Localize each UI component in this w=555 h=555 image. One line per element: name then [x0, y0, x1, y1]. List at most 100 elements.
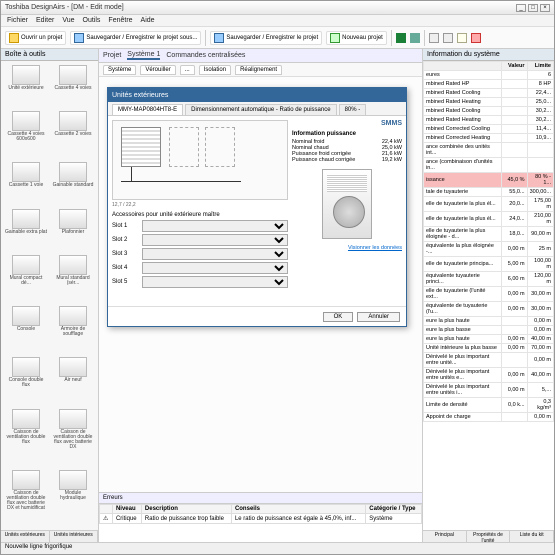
toolbar: Ouvrir un projet Sauvegarder / Enregistr…: [1, 27, 554, 49]
tab-commands[interactable]: Commandes centralisées: [166, 52, 245, 59]
prop-row: eure la plus haute0,00 m40,00 m: [424, 335, 554, 344]
min-button[interactable]: _: [516, 4, 526, 12]
design-canvas[interactable]: Unités extérieures MMY-MAP0804HT8-E Dime…: [99, 77, 422, 492]
prop-row: Dénivelé le plus important entre unité..…: [424, 353, 554, 368]
unit-icon: [12, 162, 40, 182]
save-icon: [214, 33, 224, 43]
dlg-tab-model[interactable]: MMY-MAP0804HT8-E: [112, 104, 183, 115]
slot-select[interactable]: [142, 262, 288, 274]
toolbox-item[interactable]: Module hydraulique: [50, 468, 96, 528]
open-button[interactable]: Ouvrir un projet: [5, 31, 66, 45]
menubar: Fichier Editer Vue Outils Fenêtre Aide: [1, 15, 554, 27]
toolbox-item[interactable]: Cassette 4 voies 600x600: [3, 109, 49, 159]
toolbox-item[interactable]: Mural standard (sér...: [50, 253, 96, 303]
prop-row: issance45,0 %80 % - 1...: [424, 173, 554, 188]
save-as-button[interactable]: Sauvegarder / Enregistrer le projet sous…: [70, 31, 201, 45]
systab-isolation[interactable]: Isolation: [199, 65, 231, 75]
menu-vue[interactable]: Vue: [62, 17, 74, 24]
tab-project[interactable]: Projet: [103, 52, 121, 59]
unit-icon: [12, 357, 40, 377]
prop-row: mbined Corrected Heating10,9...: [424, 134, 554, 143]
slot-select[interactable]: [142, 220, 288, 232]
unit-icon: [59, 255, 87, 275]
prop-row: équivalente la plus éloignée -...0,00 m2…: [424, 242, 554, 257]
toolbox-item[interactable]: Console double flux: [3, 355, 49, 405]
smms-logo: SMMS: [292, 120, 402, 127]
toolbox-item[interactable]: Caisson de ventilation double flux avec …: [50, 407, 96, 467]
view-data-link[interactable]: Visionner les données: [292, 245, 402, 251]
toolbox-item[interactable]: Console: [3, 304, 49, 354]
paste-icon[interactable]: [457, 33, 467, 43]
toolbox-item[interactable]: Caisson de ventilation double flux avec …: [3, 468, 49, 528]
slot-label: Slot 4: [112, 265, 138, 271]
slot-select[interactable]: [142, 234, 288, 246]
tab-system1[interactable]: Système 1: [127, 51, 160, 60]
info-row: Puissance chaud corrigée19,2 kW: [292, 157, 402, 163]
props-tab-kit[interactable]: Liste du kit: [510, 531, 554, 542]
toolbox-item[interactable]: Cassette 2 voies: [50, 109, 96, 159]
systab-realign[interactable]: Réalignement: [235, 65, 282, 75]
prop-row: ance (combinaison d'unités in...: [424, 158, 554, 173]
toolbox-tab-outdoor[interactable]: Unités extérieures: [1, 531, 50, 542]
menu-editer[interactable]: Editer: [36, 17, 54, 24]
open-icon: [9, 33, 19, 43]
prop-row: eures6: [424, 71, 554, 80]
toolbox-item[interactable]: Unité extérieure: [3, 63, 49, 108]
prop-row: elle de tuyauterie la plus él...24,0...2…: [424, 212, 554, 227]
menu-outils[interactable]: Outils: [83, 17, 101, 24]
prop-row: mbined Rated HP8 HP: [424, 80, 554, 89]
toolbox-item[interactable]: Cassette 4 voies: [50, 63, 96, 108]
unit-icon: [12, 470, 40, 490]
excel-icon[interactable]: [396, 33, 406, 43]
unit-icon: [12, 209, 40, 229]
prop-row: équivalente de tuyauterie (l'u...0,00 m3…: [424, 302, 554, 317]
unit-icon: [59, 111, 87, 131]
delete-icon[interactable]: [471, 33, 481, 43]
max-button[interactable]: □: [528, 4, 538, 12]
toolbox-header: Boîte à outils: [1, 49, 98, 61]
export-icon[interactable]: [410, 33, 420, 43]
toolbox-item[interactable]: Gainable extra plat: [3, 207, 49, 252]
props-tab-unit[interactable]: Propriétés de l'unité: [467, 531, 511, 542]
dlg-tab-autodim[interactable]: Dimensionnement automatique - Ratio de p…: [185, 104, 336, 115]
unit-icon: [59, 65, 87, 85]
prop-row: mbined Rated Cooling30,2...: [424, 107, 554, 116]
toolbox-item[interactable]: Mural compact dé...: [3, 253, 49, 303]
systab-more[interactable]: ...: [180, 65, 195, 75]
props-tab-main[interactable]: Principal: [423, 531, 467, 542]
cut-icon[interactable]: [429, 33, 439, 43]
slots-label: Accessoires pour unité extérieure maître: [112, 212, 288, 218]
toolbox-item[interactable]: Air neuf: [50, 355, 96, 405]
properties-header: Information du système: [423, 49, 554, 61]
slot-select[interactable]: [142, 248, 288, 260]
slot-select[interactable]: [142, 276, 288, 288]
menu-fichier[interactable]: Fichier: [7, 17, 28, 24]
unit-icon: [59, 209, 87, 229]
menu-aide[interactable]: Aide: [141, 17, 155, 24]
piping-diagram: [112, 120, 288, 200]
save-project-button[interactable]: Sauvegarder / Enregistrer le projet: [210, 31, 322, 45]
systab-lock[interactable]: Vérouiller: [140, 65, 175, 75]
menu-fenetre[interactable]: Fenêtre: [108, 17, 132, 24]
toolbox-item[interactable]: Gainable standard: [50, 160, 96, 205]
toolbox-item[interactable]: Caisson de ventilation double flux: [3, 407, 49, 467]
toolbox-item[interactable]: Armoire de soufflage: [50, 304, 96, 354]
toolbox-tab-indoor[interactable]: Unités intérieures: [50, 531, 99, 542]
new-project-button[interactable]: Nouveau projet: [326, 31, 387, 45]
close-button[interactable]: ×: [540, 4, 550, 12]
unit-icon: [12, 65, 40, 85]
toolbox-item[interactable]: Plafonnier: [50, 207, 96, 252]
properties-panel: Information du système ValeurLimiteeures…: [422, 49, 554, 542]
systab-system[interactable]: Système: [103, 65, 136, 75]
outdoor-unit-image: [322, 169, 372, 239]
dlg-tab-ratio[interactable]: 80% -: [339, 104, 367, 115]
diagram-coords: 12,7 / 22,2: [112, 202, 288, 208]
copy-icon[interactable]: [443, 33, 453, 43]
error-row[interactable]: ⚠CritiqueRatio de puissance trop faibleL…: [100, 514, 422, 524]
toolbox-item[interactable]: Cassette 1 voie: [3, 160, 49, 205]
cancel-button[interactable]: Annuler: [357, 312, 400, 322]
unit-icon: [59, 306, 87, 326]
ok-button[interactable]: OK: [323, 312, 354, 322]
slot-label: Slot 3: [112, 251, 138, 257]
outdoor-unit-icon: [121, 127, 161, 167]
